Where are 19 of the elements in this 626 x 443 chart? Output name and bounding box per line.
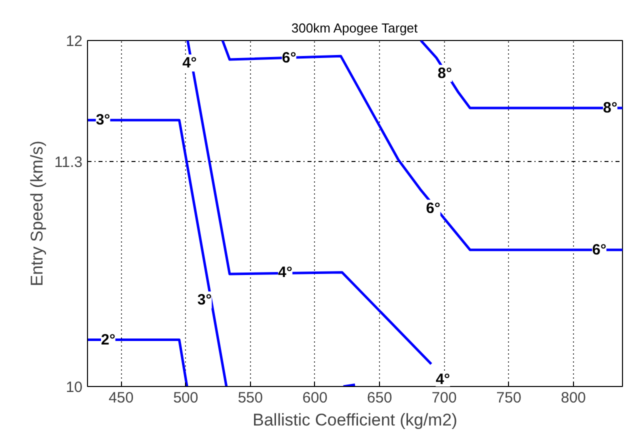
annotation: 4° — [182, 54, 197, 72]
y-tick-label: 11.3 — [54, 154, 83, 172]
x-tick-label: 750 — [496, 390, 522, 406]
y-tick-label: 10 — [66, 379, 83, 396]
x-tick-label: 550 — [238, 390, 263, 406]
annotation: 8° — [438, 64, 452, 82]
x-tick-label: 600 — [302, 390, 328, 406]
annotation: 4° — [436, 371, 450, 388]
x-tick-label: 700 — [432, 390, 457, 406]
x-tick-label: 650 — [367, 390, 392, 406]
x-tick-label: 800 — [560, 390, 586, 406]
x-tick-label: 450 — [108, 390, 134, 406]
y-tick-label: 12 — [66, 33, 83, 50]
x-tick-label: 500 — [173, 390, 198, 406]
annotation: 6° — [426, 200, 440, 217]
y-axis-title: Entry Speed (km/s) — [27, 140, 46, 286]
chart-title: 300km Apogee Target — [291, 20, 418, 36]
annotation: 3° — [197, 292, 212, 308]
x-axis-title: Ballistic Coefficient (kg/m2) — [252, 410, 458, 430]
